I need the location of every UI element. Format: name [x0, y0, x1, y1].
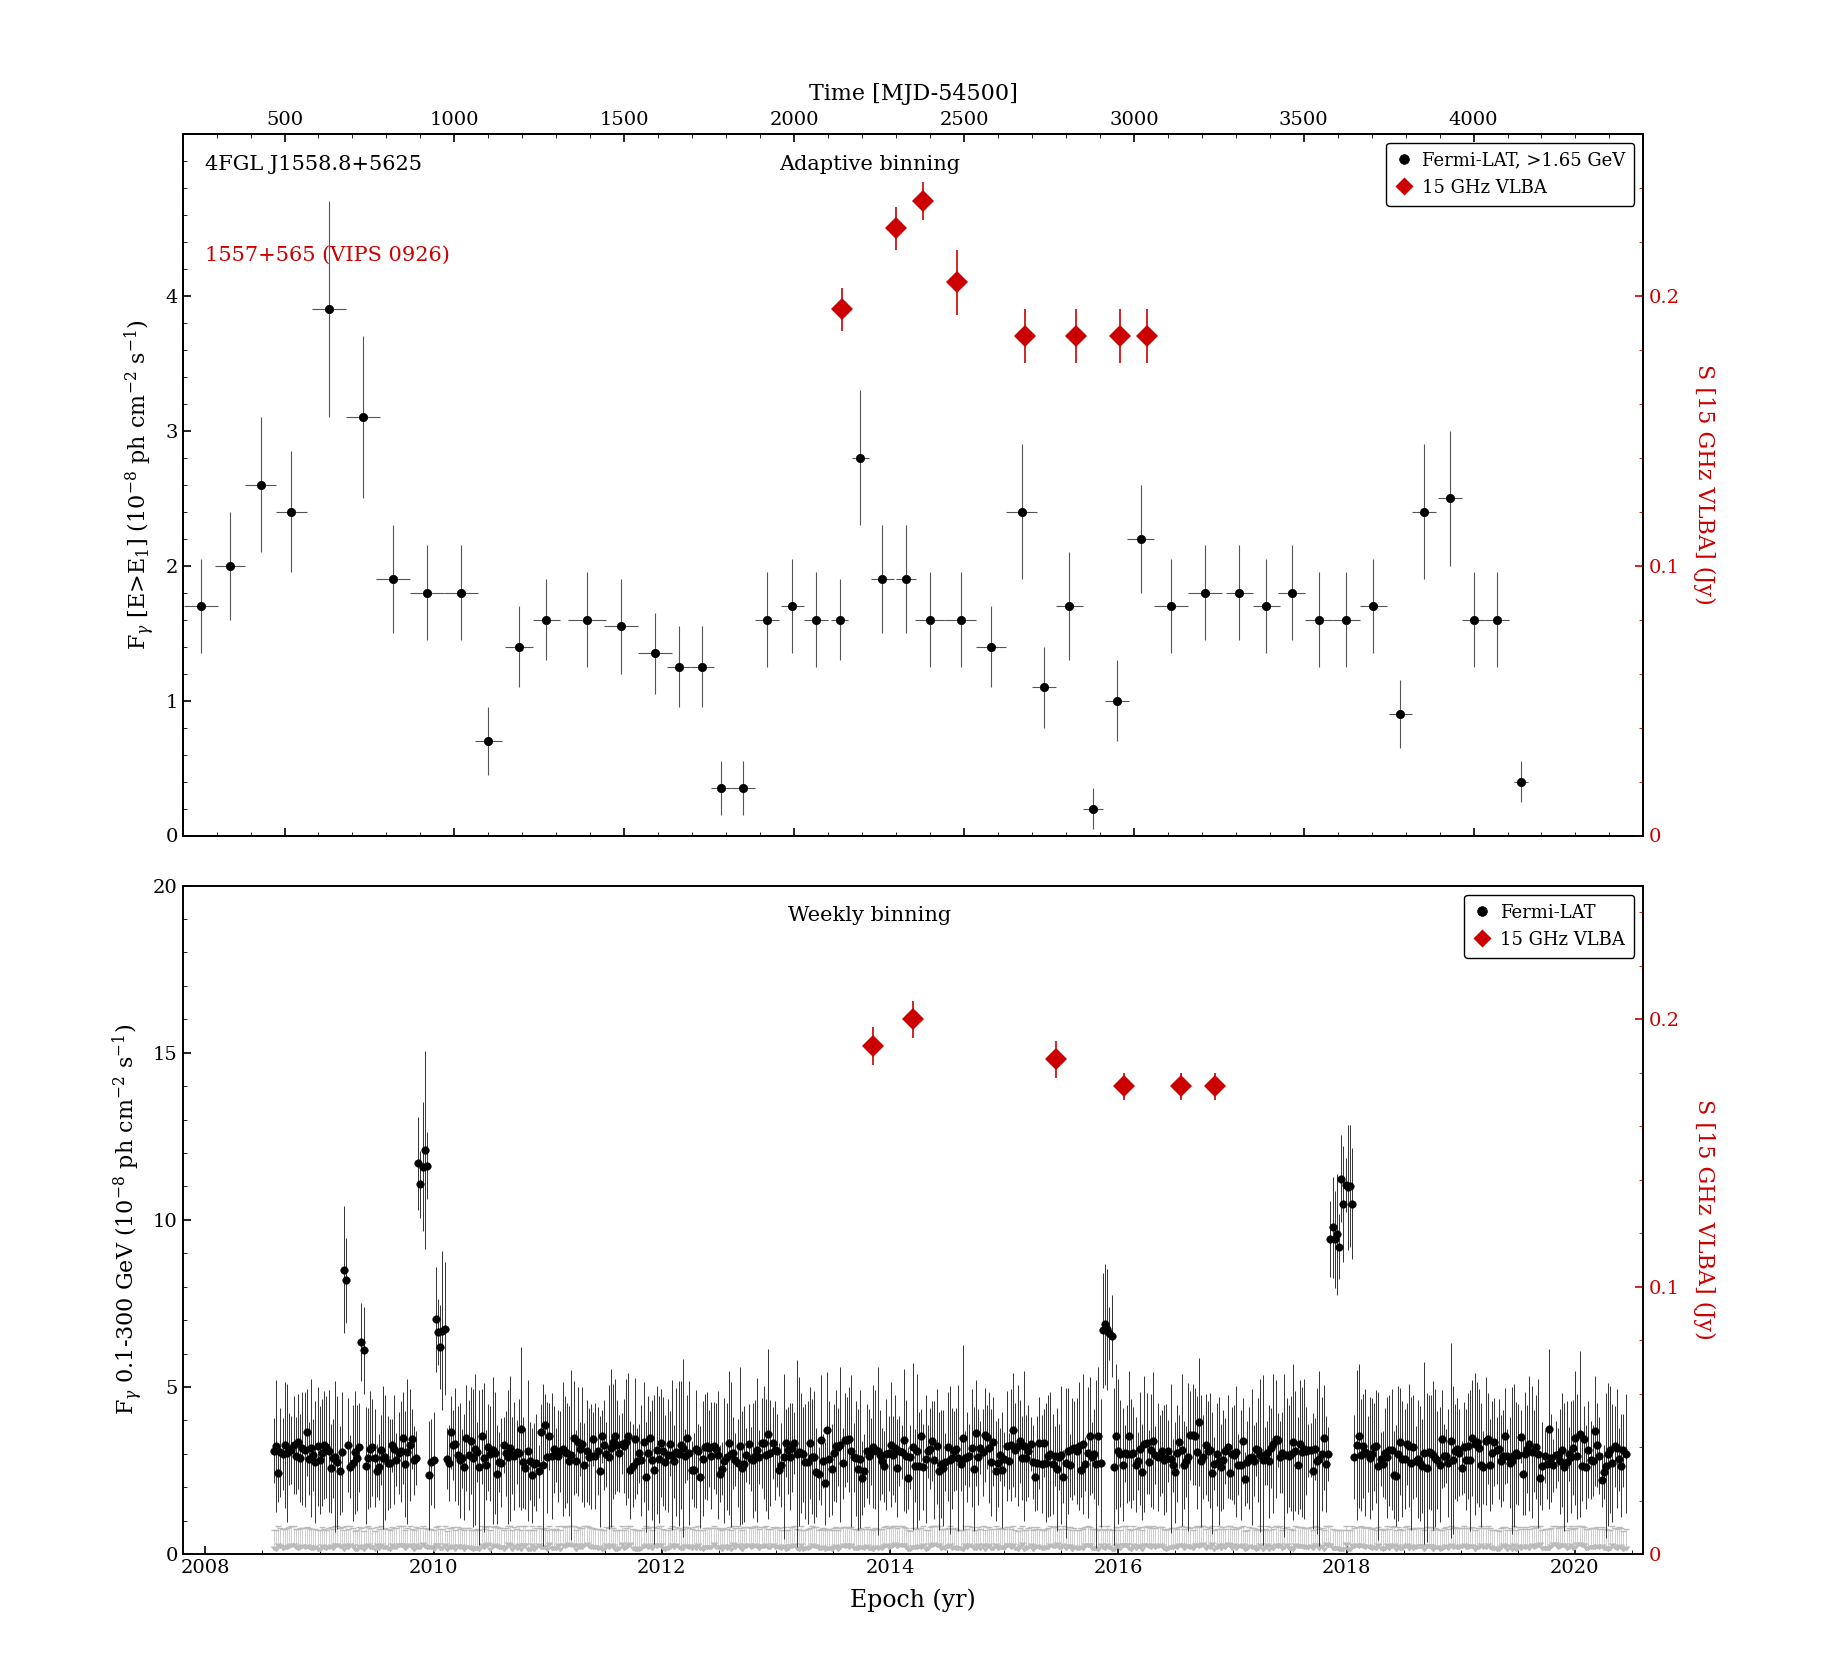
Text: Adaptive binning: Adaptive binning — [778, 155, 960, 174]
Y-axis label: F$_\gamma$ [E>E$_1$] (10$^{-8}$ ph cm$^{-2}$ s$^{-1}$): F$_\gamma$ [E>E$_1$] (10$^{-8}$ ph cm$^{… — [122, 319, 157, 650]
Text: Weekly binning: Weekly binning — [787, 906, 951, 924]
Legend: Fermi-LAT, 15 GHz VLBA: Fermi-LAT, 15 GHz VLBA — [1464, 894, 1634, 957]
Y-axis label: S [15 GHz VLBA] (Jy): S [15 GHz VLBA] (Jy) — [1693, 364, 1715, 605]
Text: 4FGL J1558.8+5625: 4FGL J1558.8+5625 — [205, 155, 422, 174]
Legend: Fermi-LAT, >1.65 GeV, 15 GHz VLBA: Fermi-LAT, >1.65 GeV, 15 GHz VLBA — [1386, 142, 1634, 206]
X-axis label: Epoch (yr): Epoch (yr) — [851, 1587, 975, 1611]
Y-axis label: S [15 GHz VLBA] (Jy): S [15 GHz VLBA] (Jy) — [1693, 1100, 1715, 1340]
Text: 1557+565 (VIPS 0926): 1557+565 (VIPS 0926) — [205, 246, 449, 266]
X-axis label: Time [MJD-54500]: Time [MJD-54500] — [809, 82, 1017, 105]
Y-axis label: F$_\gamma$ 0.1-300 GeV (10$^{-8}$ ph cm$^{-2}$ s$^{-1}$): F$_\gamma$ 0.1-300 GeV (10$^{-8}$ ph cm$… — [110, 1024, 144, 1415]
